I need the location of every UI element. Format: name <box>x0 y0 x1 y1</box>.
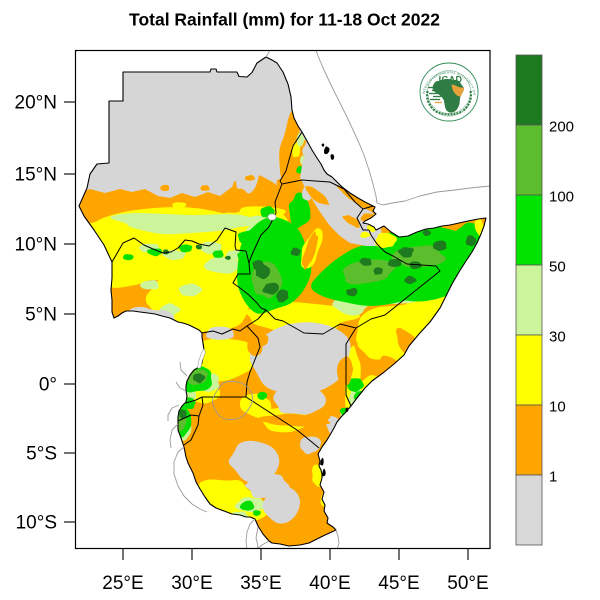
svg-text:35°E: 35°E <box>240 573 281 594</box>
svg-text:45°E: 45°E <box>378 573 419 594</box>
svg-text:15°N: 15°N <box>15 165 57 186</box>
svg-text:10: 10 <box>549 399 566 416</box>
svg-text:5°S: 5°S <box>26 444 57 465</box>
svg-text:1: 1 <box>549 469 557 486</box>
svg-text:30°E: 30°E <box>171 573 212 594</box>
svg-text:Total Rainfall (mm) for 11-18: Total Rainfall (mm) for 11-18 Oct 2022 <box>129 9 440 29</box>
svg-text:100: 100 <box>549 189 574 206</box>
svg-text:5°N: 5°N <box>25 305 57 326</box>
svg-text:40°E: 40°E <box>309 573 350 594</box>
svg-text:20°N: 20°N <box>15 93 57 114</box>
svg-text:50: 50 <box>549 259 566 276</box>
svg-text:50°E: 50°E <box>447 573 488 594</box>
svg-text:10°S: 10°S <box>16 513 57 534</box>
svg-text:25°E: 25°E <box>102 573 143 594</box>
svg-text:30: 30 <box>549 329 566 346</box>
svg-text:0°: 0° <box>39 375 57 396</box>
svg-text:10°N: 10°N <box>15 235 57 256</box>
svg-text:200: 200 <box>549 119 574 136</box>
